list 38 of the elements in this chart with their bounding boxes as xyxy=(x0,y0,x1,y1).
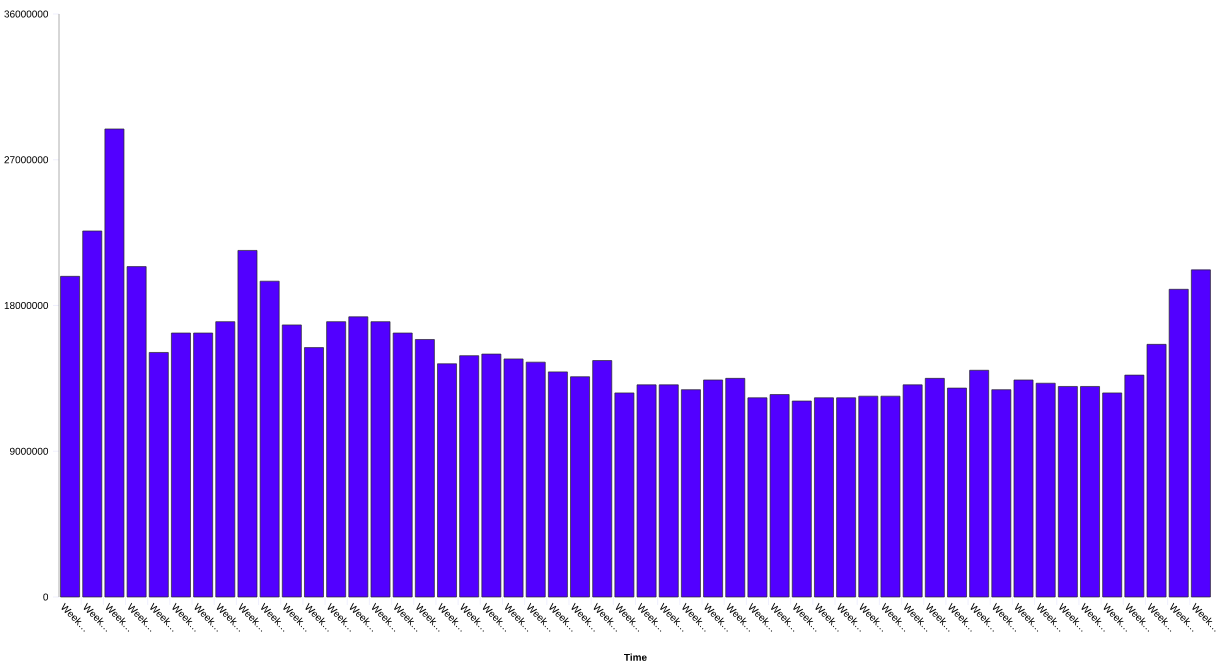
bar xyxy=(304,347,324,598)
bar xyxy=(924,378,945,598)
bar xyxy=(548,371,568,598)
y-tick-label: 0 xyxy=(43,593,49,601)
bar xyxy=(1057,386,1078,598)
bar xyxy=(459,355,480,598)
bar xyxy=(791,400,812,598)
y-tick-label: 27000000 xyxy=(4,156,49,164)
bar xyxy=(1080,386,1100,598)
bar xyxy=(148,352,169,598)
bar xyxy=(1168,288,1189,598)
bar xyxy=(814,397,834,598)
bar xyxy=(1191,269,1211,598)
bar xyxy=(658,384,679,598)
bar xyxy=(414,339,435,598)
bar xyxy=(171,332,191,598)
bar xyxy=(969,369,990,598)
x-axis-title: Time xyxy=(624,653,647,661)
bar xyxy=(681,389,701,598)
bar xyxy=(215,321,236,598)
y-tick-label: 36000000 xyxy=(4,10,49,18)
bar xyxy=(947,387,967,598)
bar xyxy=(1102,392,1123,598)
bar xyxy=(281,324,302,598)
bar xyxy=(525,361,546,598)
bar xyxy=(858,395,879,598)
bar xyxy=(326,321,347,598)
bar xyxy=(437,363,457,598)
bar xyxy=(193,332,214,598)
bar xyxy=(836,397,857,598)
bar xyxy=(725,378,746,598)
bar xyxy=(570,376,590,598)
bar xyxy=(82,230,103,598)
y-tick-label: 9000000 xyxy=(10,447,49,455)
bar xyxy=(592,360,613,598)
bar xyxy=(703,379,723,598)
bar xyxy=(60,275,80,598)
y-tick-label: 18000000 xyxy=(4,301,49,310)
